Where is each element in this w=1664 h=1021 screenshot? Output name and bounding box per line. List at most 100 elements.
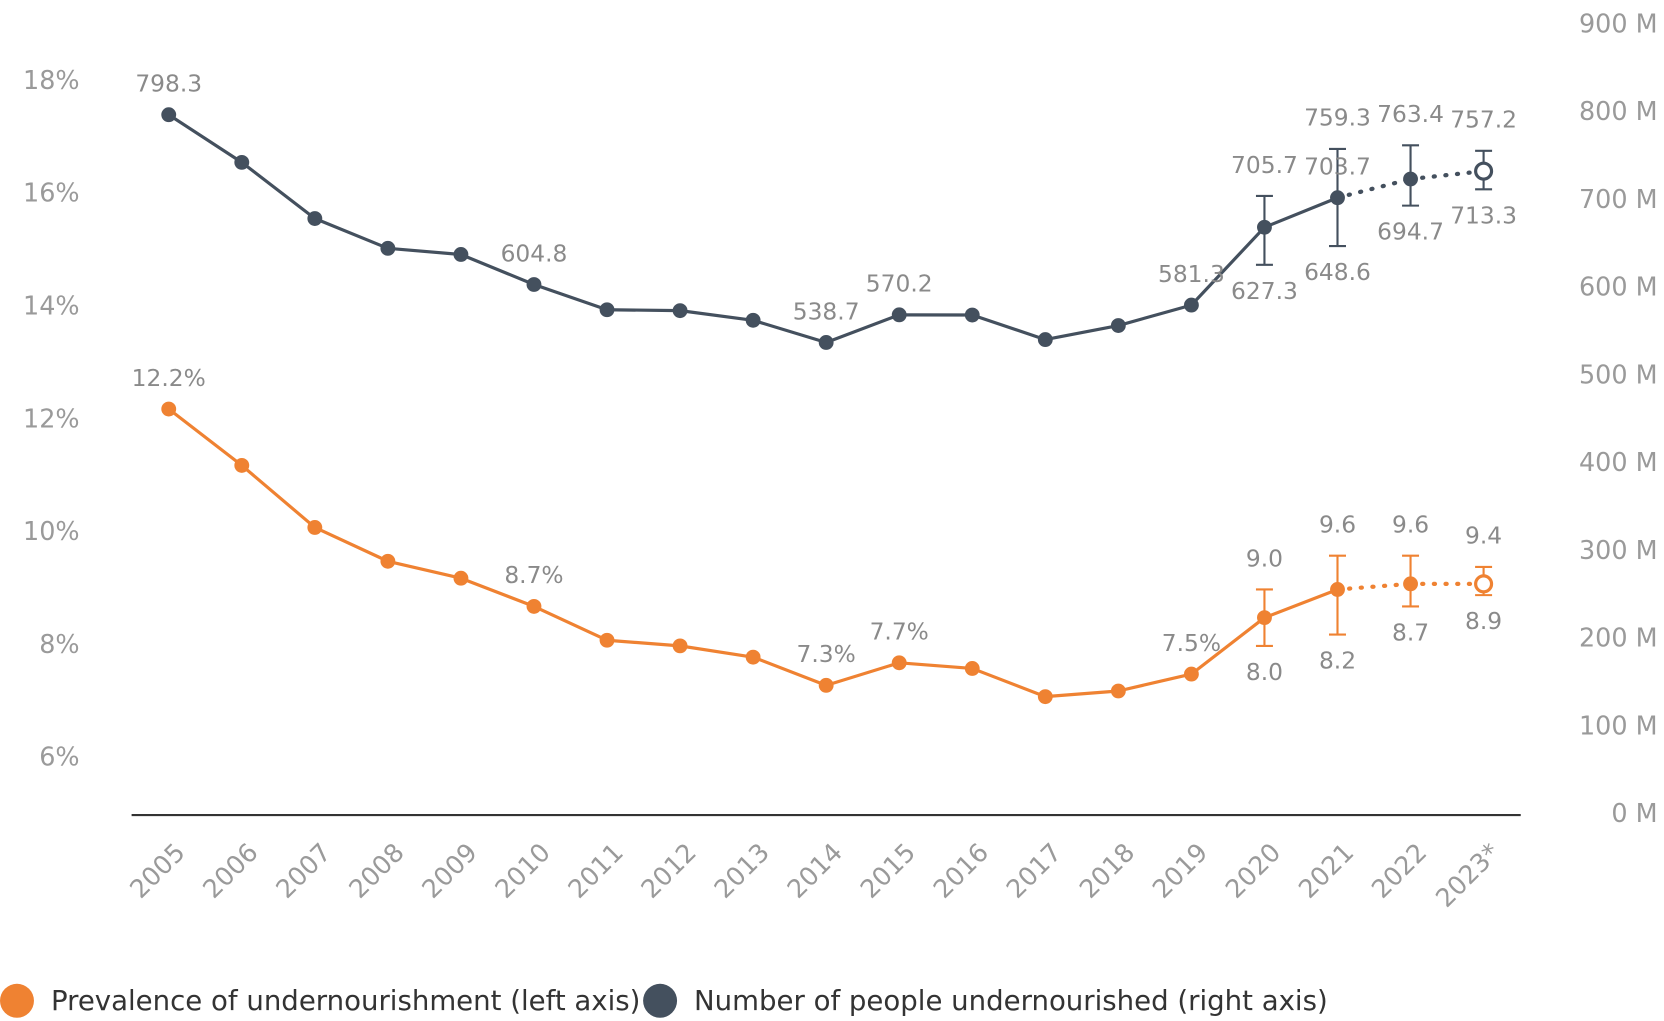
y-tick-label: 18% bbox=[23, 66, 80, 96]
x-tick-label: 2018 bbox=[1074, 838, 1141, 905]
y-tick-label: 8% bbox=[39, 630, 79, 660]
line-segment bbox=[1335, 581, 1413, 592]
line-segment bbox=[167, 407, 244, 468]
x-tick-label: 2008 bbox=[343, 838, 410, 905]
error-label-upper: 757.2 bbox=[1450, 106, 1517, 134]
line-segment bbox=[1189, 225, 1267, 307]
line-segment bbox=[459, 252, 536, 287]
x-tick-label: 2011 bbox=[563, 838, 630, 905]
x-tick-label: 2013 bbox=[709, 838, 776, 905]
x-tick-label: 2012 bbox=[636, 838, 703, 905]
y2-tick-label: 200 M bbox=[1579, 624, 1658, 654]
x-tick-label: 2006 bbox=[197, 838, 264, 905]
line-segment bbox=[1408, 169, 1486, 182]
line-segment bbox=[678, 309, 755, 322]
x-tick-label: 2019 bbox=[1147, 838, 1214, 905]
line-segment bbox=[1043, 323, 1120, 342]
line-segment bbox=[751, 655, 828, 687]
legend-label: Number of people undernourished (right a… bbox=[694, 984, 1328, 1017]
legend-label: Prevalence of undernourishment (left axi… bbox=[51, 984, 640, 1017]
y-tick-label: 14% bbox=[23, 292, 80, 322]
y2-tick-label: 300 M bbox=[1579, 536, 1658, 566]
point bbox=[1403, 171, 1418, 187]
error-label-upper: 9.6 bbox=[1319, 510, 1356, 538]
x-tick-label: 2016 bbox=[928, 838, 995, 905]
error-label-upper: 705.7 bbox=[1231, 151, 1298, 179]
error-label-upper: 759.3 bbox=[1304, 104, 1371, 132]
point bbox=[891, 307, 907, 323]
point bbox=[964, 307, 980, 323]
point bbox=[1330, 190, 1345, 206]
line-segment bbox=[678, 644, 755, 659]
point bbox=[453, 570, 469, 586]
legend-marker bbox=[643, 983, 678, 1018]
line-segment bbox=[167, 113, 244, 164]
point bbox=[818, 335, 834, 350]
error-label-lower: 627.3 bbox=[1231, 277, 1298, 305]
y2-tick-label: 0 M bbox=[1611, 799, 1657, 829]
line-segment bbox=[751, 318, 828, 345]
line-segment bbox=[386, 559, 463, 580]
line-segment bbox=[1043, 689, 1120, 699]
y-tick-label: 6% bbox=[39, 743, 79, 773]
value-label: 570.2 bbox=[866, 270, 933, 298]
error-label-lower: 8.0 bbox=[1246, 658, 1283, 686]
x-tick-label: 2005 bbox=[124, 838, 191, 905]
value-label: 7.5% bbox=[1162, 629, 1221, 657]
line-segment bbox=[386, 246, 463, 257]
point bbox=[234, 154, 250, 170]
point bbox=[1183, 666, 1199, 682]
error-label-upper: 763.4 bbox=[1377, 100, 1444, 128]
line-segment bbox=[459, 576, 536, 608]
value-label: 8.7% bbox=[504, 561, 563, 589]
line-segment bbox=[532, 604, 609, 642]
line-segment bbox=[1116, 672, 1193, 693]
point bbox=[526, 598, 542, 614]
x-tick-label: 2021 bbox=[1293, 838, 1360, 905]
point bbox=[599, 302, 615, 318]
line-segment bbox=[313, 525, 390, 563]
point bbox=[1110, 318, 1126, 333]
point bbox=[1257, 219, 1272, 235]
y-tick-label: 12% bbox=[23, 404, 80, 434]
point bbox=[1403, 576, 1418, 592]
line-segment bbox=[970, 313, 1047, 342]
point bbox=[891, 655, 907, 671]
error-label-lower: 8.9 bbox=[1465, 607, 1502, 635]
y-tick-label: 16% bbox=[23, 179, 80, 209]
y2-tick-label: 700 M bbox=[1579, 185, 1658, 215]
line-segment bbox=[313, 216, 390, 250]
x-tick-label: 2007 bbox=[270, 838, 337, 905]
x-tick-label: 2015 bbox=[855, 838, 922, 905]
line-segment bbox=[1262, 587, 1340, 620]
legend-marker bbox=[0, 983, 34, 1018]
y2-tick-label: 500 M bbox=[1579, 360, 1658, 390]
x-tick-label: 2014 bbox=[782, 838, 849, 905]
point bbox=[161, 107, 177, 123]
error-label-lower: 648.6 bbox=[1304, 258, 1371, 286]
x-tick-label: 2010 bbox=[490, 838, 557, 905]
x-tick-label: 2009 bbox=[417, 838, 484, 905]
line-segment bbox=[240, 463, 317, 530]
value-label: 604.8 bbox=[501, 239, 568, 267]
point bbox=[1037, 689, 1053, 705]
line-segment bbox=[970, 666, 1047, 699]
error-label-lower: 694.7 bbox=[1377, 218, 1444, 246]
y2-tick-label: 400 M bbox=[1579, 448, 1658, 478]
x-tick-label: 2020 bbox=[1220, 838, 1287, 905]
line-segment bbox=[1116, 303, 1193, 328]
y2-tick-label: 100 M bbox=[1579, 711, 1658, 741]
line-segment bbox=[532, 282, 609, 312]
y-tick-label: 10% bbox=[23, 517, 80, 547]
y2-tick-label: 800 M bbox=[1579, 97, 1658, 127]
value-label: 581.3 bbox=[1158, 260, 1225, 288]
line-segment bbox=[1189, 616, 1267, 676]
point bbox=[234, 457, 250, 473]
point bbox=[1330, 582, 1345, 597]
point bbox=[453, 247, 469, 262]
x-tick-label: 2022 bbox=[1366, 838, 1433, 905]
y2-tick-label: 600 M bbox=[1579, 273, 1658, 303]
line-segment bbox=[897, 661, 974, 671]
